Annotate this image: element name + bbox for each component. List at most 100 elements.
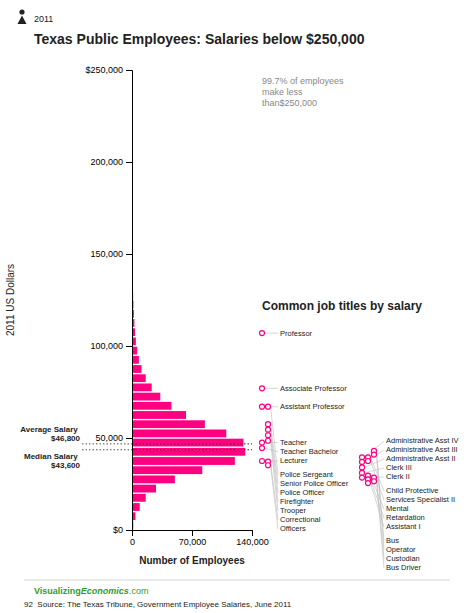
bar: [132, 475, 175, 483]
tick: 50,000: [95, 433, 132, 443]
tick-label: 50,000: [95, 433, 123, 443]
tick-label: $250,000: [85, 65, 123, 75]
job-label: Clerk III: [386, 463, 412, 472]
job-dot: [366, 459, 371, 464]
bar: [132, 439, 243, 447]
job-leader: [377, 481, 385, 568]
tick: 0: [130, 530, 135, 547]
job-label: Assistant I: [386, 522, 421, 531]
bar: [132, 411, 186, 419]
tick-label: $0: [113, 525, 123, 535]
bar: [132, 365, 141, 373]
job-label: Officers: [280, 524, 306, 533]
tick: 70,000: [179, 530, 207, 547]
job-label: Bus: [386, 536, 399, 545]
title: Texas Public Employees: Salaries below $…: [34, 31, 365, 47]
job-label: Administrative Asst II: [386, 454, 456, 463]
job-label: Firefighter: [280, 497, 314, 506]
bar: [132, 402, 171, 410]
job-label: Retardation: [386, 513, 425, 522]
tick: 150,000: [90, 249, 132, 259]
job-label: Teacher Bachelor: [280, 447, 339, 456]
bar: [132, 503, 140, 511]
bar: [132, 485, 156, 493]
tick-mark: [126, 162, 132, 163]
tick-label: 150,000: [90, 249, 123, 259]
tick-mark: [126, 254, 132, 255]
job-leader: [377, 455, 385, 550]
job-label: Clerk II: [386, 472, 410, 481]
icon-head: [19, 9, 24, 14]
job-label: Custodian: [386, 554, 420, 563]
count-axis: 0 70,000 140,000: [130, 530, 269, 547]
reference-label-line: $43,600: [51, 461, 80, 470]
job-leader: [377, 478, 385, 559]
axis-title: 2011 US Dollars: [5, 264, 16, 336]
job-label: Police Sergeant: [280, 470, 334, 479]
tick-mark: [192, 530, 193, 536]
job-dot: [266, 438, 271, 443]
salary-axis: $0 50,000 100,000 150,000 200,000 $250,000: [85, 65, 132, 535]
tick-mark: [132, 530, 133, 536]
bar: [132, 466, 202, 474]
bar: [132, 494, 146, 502]
tick: $0: [113, 525, 132, 535]
note-line: than$250,000: [262, 98, 317, 108]
year: 2011: [34, 14, 53, 24]
job-dot: [266, 404, 271, 409]
job-label: Bus Driver: [386, 563, 422, 572]
reference-line: [132, 449, 252, 450]
chart: $0 50,000 100,000 150,000 200,000 $250,000 0 70…: [0, 0, 474, 613]
job-leader: [265, 388, 279, 389]
bar: [132, 457, 235, 465]
job-label: Teacher: [280, 438, 307, 447]
reference-label: Average Salary $46,800: [20, 425, 80, 443]
job-dot: [260, 386, 265, 391]
job-dot: [266, 427, 271, 432]
tick: $250,000: [85, 65, 132, 75]
job-dot: [366, 481, 371, 486]
tick-mark: [126, 438, 132, 439]
job-label: Correctional: [280, 515, 321, 524]
job-dot: [266, 433, 271, 438]
reference-line: [132, 443, 252, 444]
tick-mark: [126, 346, 132, 347]
reference-label-line: Median Salary: [24, 452, 80, 461]
job-dot: [260, 440, 265, 445]
bar: [132, 356, 139, 364]
note-line: 99.7% of employees: [262, 76, 346, 86]
tick: 140,000: [236, 530, 269, 547]
job-leader: [271, 430, 279, 493]
job-label: Professor: [280, 329, 313, 338]
tick-mark: [126, 530, 132, 531]
job-dot: [260, 446, 265, 451]
tick: 200,000: [90, 157, 132, 167]
reference-leader: [82, 443, 132, 444]
job-dot: [360, 459, 365, 464]
job-dot: [360, 475, 365, 480]
bar: [132, 374, 146, 382]
plot-marks: [132, 71, 252, 530]
job-leader: [271, 465, 279, 529]
job-dot: [372, 479, 377, 484]
credit-part: Visualizing: [34, 586, 81, 596]
source: 92 Source: The Texas Tribune, Government…: [24, 600, 292, 609]
credit-part: Economics: [81, 586, 129, 596]
axis-line: [133, 531, 253, 537]
reference-label-line: Average Salary: [20, 425, 80, 434]
person-icon: [18, 9, 27, 24]
job-label: Assistant Professor: [280, 402, 345, 411]
reference-leader: [82, 449, 132, 450]
bar: [132, 383, 152, 391]
job-label: Operator: [386, 545, 416, 554]
job-dot: [260, 331, 265, 336]
job-label: Administrative Asst IV: [386, 436, 459, 445]
subtitle: Common job titles by salary: [262, 299, 422, 313]
job-label: Senior Police Officer: [280, 479, 349, 488]
tick-label: 100,000: [90, 341, 123, 351]
tick-mark: [126, 70, 132, 71]
axis-title: Number of Employees: [139, 555, 245, 566]
job-dot: [372, 452, 377, 457]
tick-label: 0: [130, 537, 135, 547]
reference-label-line: $46,800: [51, 434, 80, 443]
